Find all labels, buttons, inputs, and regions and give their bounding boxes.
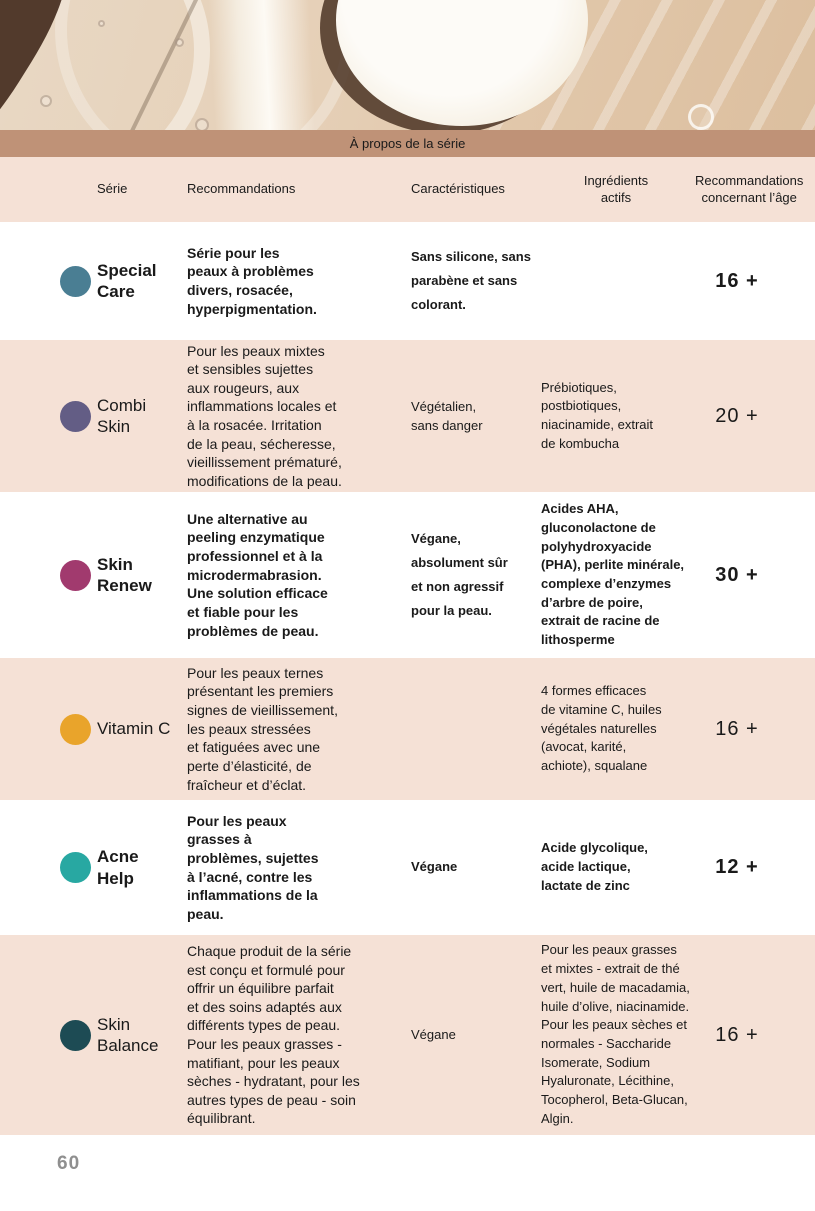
series-name: Skin Balance <box>97 1014 159 1055</box>
series-name: Acne Help <box>97 847 139 888</box>
series-age: 20 + <box>715 404 759 427</box>
series-ingredients: Prébiotiques, postbiotiques, niacinamide… <box>541 379 653 451</box>
table-row-skin-renew: Skin Renew Une alternative au peeling en… <box>0 492 815 658</box>
series-recommendations: Pour les peaux grasses à problèmes, suje… <box>187 812 319 922</box>
hero-image <box>0 0 815 130</box>
series-characteristics: Végane <box>411 1027 456 1043</box>
series-characteristics: Végane, absolument sûr et non agressif p… <box>411 530 508 619</box>
series-recommendations: Chaque produit de la série est conçu et … <box>187 942 360 1127</box>
bubble-decoration <box>40 95 52 107</box>
series-color-dot <box>60 265 91 297</box>
series-age: 16 + <box>715 717 759 740</box>
table-row-special-care: Special Care Série pour les peaux à prob… <box>0 222 815 340</box>
series-color-dot <box>60 713 91 745</box>
series-recommendations: Pour les peaux mixtes et sensibles sujet… <box>187 342 342 489</box>
series-name: Skin Renew <box>97 554 152 595</box>
series-name: Vitamin C <box>97 719 171 739</box>
series-recommendations: Une alternative au peeling enzymatique p… <box>187 510 328 639</box>
series-color-dot <box>60 400 91 432</box>
series-ingredients: Pour les peaux grasses et mixtes - extra… <box>541 942 690 1126</box>
section-title: À propos de la série <box>349 136 466 151</box>
series-name: Special Care <box>97 260 157 301</box>
table-header: Série Recommandations Caractéristiques I… <box>0 157 815 222</box>
series-age: 12 + <box>715 856 759 878</box>
table-row-acne-help: Acne Help Pour les peaux grasses à probl… <box>0 800 815 935</box>
droplet-decoration <box>688 104 714 130</box>
series-ingredients: Acides AHA, gluconolactone de polyhydrox… <box>541 501 685 648</box>
bubble-decoration <box>195 118 209 130</box>
series-ingredients: 4 formes efficaces de vitamine C, huiles… <box>541 683 662 774</box>
series-characteristics: Végétalien, sans danger <box>411 398 483 434</box>
column-header-recommendations: Recommandations <box>187 181 296 197</box>
column-header-characteristics: Caractéristiques <box>411 181 505 197</box>
series-characteristics: Végane <box>411 859 458 875</box>
column-header-serie: Série <box>97 181 128 197</box>
page-footer: 60 <box>0 1135 815 1211</box>
bubble-decoration <box>175 38 184 47</box>
cream-smear-decoration <box>208 0 316 130</box>
series-color-dot <box>60 852 91 883</box>
series-name: Combi Skin <box>97 395 147 436</box>
series-age: 16 + <box>715 269 759 292</box>
bubble-decoration <box>98 20 105 27</box>
series-recommendations: Pour les peaux ternes présentant les pre… <box>187 664 338 793</box>
series-age: 16 + <box>715 1023 759 1046</box>
page-number: 60 <box>57 1153 81 1174</box>
table-row-vitamin-c: Vitamin C Pour les peaux ternes présenta… <box>0 658 815 800</box>
table-row-skin-balance: Skin Balance Chaque produit de la série … <box>0 935 815 1135</box>
series-color-dot <box>60 559 91 591</box>
series-characteristics: Sans silicone, sans parabène et sans col… <box>411 248 531 313</box>
series-ingredients: Acide glycolique, acide lactique, lactat… <box>541 840 648 893</box>
series-recommendations: Série pour les peaux à problèmes divers,… <box>187 244 317 317</box>
column-header-active-ingredients: Ingrédients actifs <box>583 172 649 205</box>
table-row-combi-skin: Combi Skin Pour les peaux mixtes et sens… <box>0 340 815 492</box>
column-header-age-recommendations: Recommandations concernant l’âge <box>695 172 804 205</box>
section-banner: À propos de la série <box>0 130 815 157</box>
series-color-dot <box>60 1019 91 1051</box>
series-age: 30 + <box>715 563 759 586</box>
